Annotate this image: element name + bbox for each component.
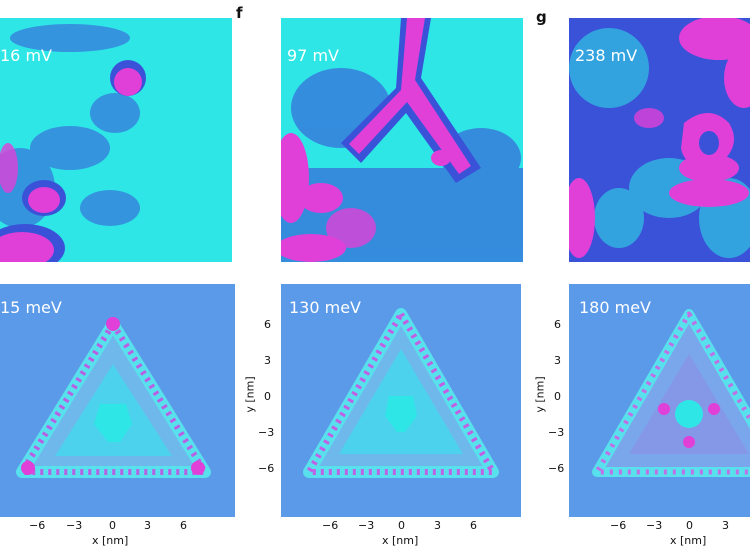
y-tick: −3 bbox=[258, 426, 275, 439]
stm-image-97mv bbox=[281, 18, 523, 262]
ldos-energy-label: 15 meV bbox=[0, 298, 62, 317]
y-tick: 3 bbox=[264, 354, 271, 367]
ldos-map-130mev: 130 meV bbox=[281, 284, 521, 517]
y-tick: −6 bbox=[258, 462, 275, 475]
ldos-image-130mev bbox=[281, 284, 521, 517]
stm-map-97mv: 97 mV bbox=[281, 18, 523, 262]
x-axis-label: x [nm] bbox=[670, 534, 707, 547]
x-tick: 3 bbox=[722, 519, 729, 532]
x-tick: 3 bbox=[434, 519, 441, 532]
y-tick: 6 bbox=[554, 318, 561, 331]
ldos-image-15mev bbox=[0, 284, 235, 517]
ldos-map-15mev: 15 meV bbox=[0, 284, 235, 517]
x-tick: −3 bbox=[646, 519, 663, 532]
x-axis-label: x [nm] bbox=[92, 534, 129, 547]
stm-energy-label: 238 mV bbox=[575, 46, 638, 65]
x-tick: −6 bbox=[610, 519, 627, 532]
x-tick: 0 bbox=[109, 519, 116, 532]
x-axis-label: x [nm] bbox=[382, 534, 419, 547]
x-tick: 6 bbox=[470, 519, 477, 532]
panel-letter-f: f bbox=[236, 4, 243, 22]
y-tick: 6 bbox=[264, 318, 271, 331]
stm-image-238mv bbox=[569, 18, 750, 262]
y-tick: 3 bbox=[554, 354, 561, 367]
ldos-energy-label: 180 meV bbox=[579, 298, 651, 317]
stm-energy-label: 97 mV bbox=[287, 46, 339, 65]
x-tick: −3 bbox=[66, 519, 83, 532]
x-tick: −6 bbox=[29, 519, 46, 532]
x-tick: 3 bbox=[144, 519, 151, 532]
ldos-map-180mev: 180 meV bbox=[569, 284, 750, 517]
x-tick: 0 bbox=[686, 519, 693, 532]
y-tick: −3 bbox=[548, 426, 565, 439]
y-axis-label: y [nm] bbox=[243, 376, 257, 413]
y-tick: 0 bbox=[264, 390, 271, 403]
x-tick: 6 bbox=[180, 519, 187, 532]
stm-image-16mv bbox=[0, 18, 232, 262]
y-tick: −6 bbox=[548, 462, 565, 475]
stm-map-16mv: 16 mV bbox=[0, 18, 232, 262]
x-tick: −6 bbox=[322, 519, 339, 532]
y-tick: 0 bbox=[554, 390, 561, 403]
stm-energy-label: 16 mV bbox=[0, 46, 52, 65]
ldos-energy-label: 130 meV bbox=[289, 298, 361, 317]
x-tick: −3 bbox=[358, 519, 375, 532]
x-tick: 0 bbox=[398, 519, 405, 532]
stm-map-238mv: 238 mV bbox=[569, 18, 750, 262]
panel-letter-g: g bbox=[536, 8, 547, 26]
y-axis-label: y [nm] bbox=[533, 376, 547, 413]
ldos-image-180mev bbox=[569, 284, 750, 517]
